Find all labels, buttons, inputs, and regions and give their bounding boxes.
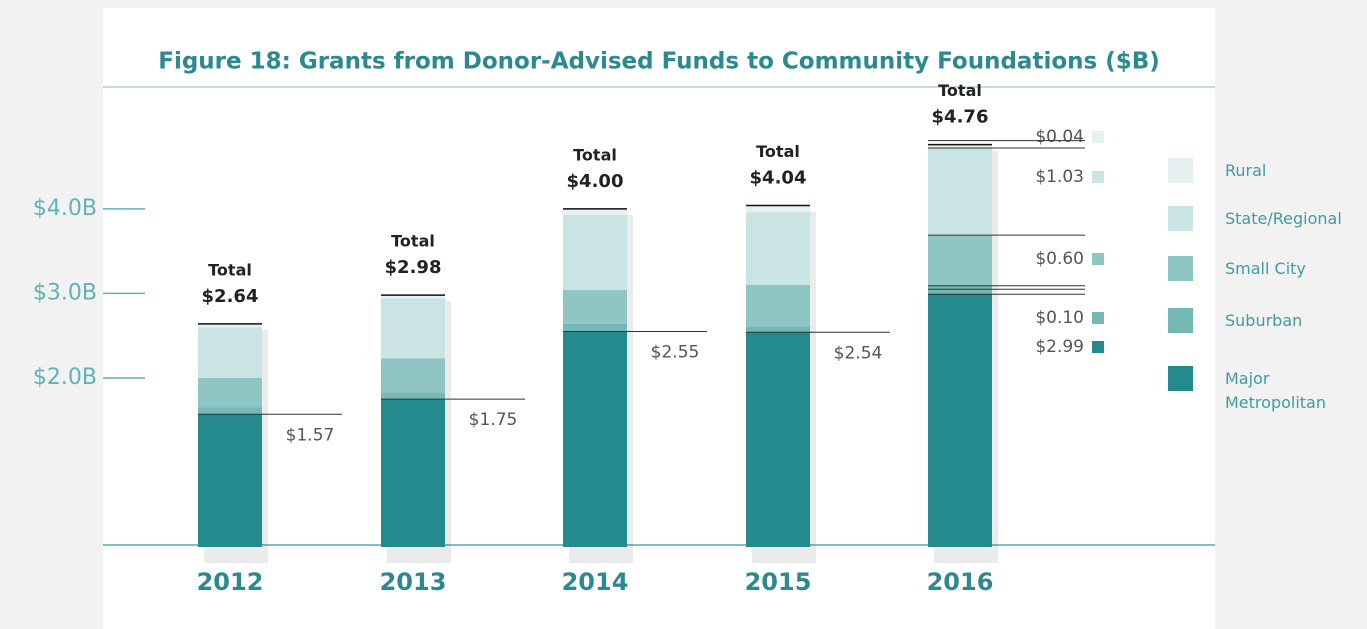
bar-segment (928, 144, 992, 149)
bar-segment (746, 212, 810, 285)
y-tick-label: $4.0B (33, 196, 97, 221)
legend-label: Suburban (1225, 311, 1303, 330)
value-label: $0.04 (1035, 127, 1084, 147)
value-label: $1.75 (469, 410, 518, 430)
bar-segment (381, 358, 445, 393)
card (103, 8, 1215, 629)
bar-segment (563, 214, 627, 291)
bar-segment (198, 407, 262, 415)
label-swatch (1092, 253, 1104, 265)
bar-segment (198, 414, 262, 547)
value-label: $1.57 (286, 425, 335, 445)
total-caption: Total (208, 260, 252, 279)
bar-segment (563, 323, 627, 332)
legend-swatch (1168, 158, 1193, 183)
legend-swatch (1168, 308, 1193, 333)
legend-label: State/Regional (1225, 209, 1342, 228)
total-value: $2.98 (385, 257, 442, 278)
legend-label: Major Metropolitan (1225, 369, 1326, 412)
label-swatch (1092, 312, 1104, 324)
label-swatch (1092, 341, 1104, 353)
value-label: $2.99 (1035, 337, 1084, 357)
y-tick-label: $2.0B (33, 365, 97, 390)
bar-segment (198, 377, 262, 408)
bar-segment (928, 285, 992, 295)
x-tick-label: 2014 (562, 568, 629, 596)
bar-segment (381, 295, 445, 299)
total-caption: Total (573, 145, 617, 164)
bar-segment (928, 235, 992, 286)
bar-segment (563, 331, 627, 547)
x-tick-label: 2013 (380, 568, 447, 596)
chart-title: Figure 18: Grants from Donor-Advised Fun… (158, 49, 1160, 75)
legend-swatch (1168, 366, 1193, 391)
total-caption: Total (756, 142, 800, 161)
bar-segment (563, 208, 627, 215)
legend-swatch (1168, 256, 1193, 281)
bar-segment (746, 332, 810, 547)
value-label: $0.60 (1035, 249, 1084, 269)
bar-segment (381, 399, 445, 547)
bar-segment (563, 290, 627, 324)
bar-segment (746, 205, 810, 213)
label-swatch (1092, 171, 1104, 183)
legend-swatch (1168, 206, 1193, 231)
total-value: $2.64 (202, 286, 259, 307)
label-swatch (1092, 131, 1104, 143)
value-label: $2.54 (834, 343, 883, 363)
total-caption: Total (391, 232, 435, 251)
total-caption: Total (938, 81, 982, 100)
total-value: $4.76 (932, 107, 989, 128)
legend-label: Small City (1225, 259, 1306, 278)
bar-segment (198, 327, 262, 378)
x-tick-label: 2012 (197, 568, 264, 596)
total-value: $4.04 (750, 168, 807, 189)
bar-segment (928, 294, 992, 547)
bar-segment (746, 326, 810, 333)
value-label: $1.03 (1035, 167, 1084, 187)
total-value: $4.00 (567, 171, 624, 192)
bar-segment (381, 392, 445, 400)
bar-segment (928, 148, 992, 236)
bar-segment (381, 298, 445, 359)
bar-segment (198, 323, 262, 328)
value-label: $0.10 (1035, 308, 1084, 328)
x-tick-label: 2015 (745, 568, 812, 596)
y-tick-label: $3.0B (33, 280, 97, 305)
x-tick-label: 2016 (927, 568, 994, 596)
bar-segment (746, 284, 810, 327)
value-label: $2.55 (651, 342, 700, 362)
legend-label: Rural (1225, 161, 1267, 180)
